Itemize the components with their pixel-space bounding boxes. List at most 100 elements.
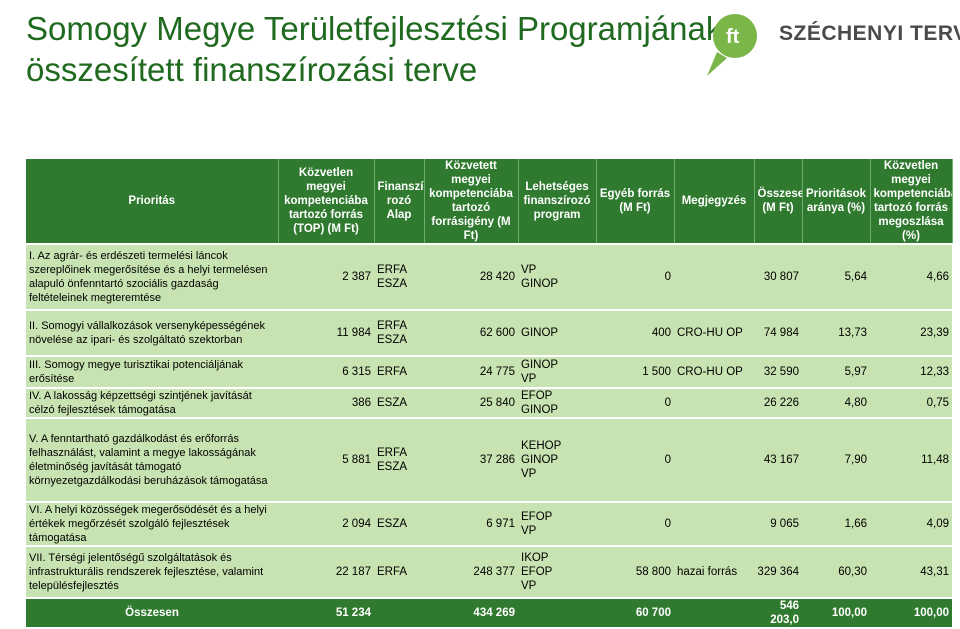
row-other-source: 1 500 bbox=[596, 356, 674, 389]
row-fund: ERFA bbox=[374, 546, 424, 599]
total-other: 60 700 bbox=[596, 598, 674, 629]
row-indirect: 248 377 bbox=[424, 546, 518, 599]
row-fund: ESZA bbox=[374, 502, 424, 547]
total-ratio: 100,00 bbox=[802, 598, 870, 629]
row-total: 26 226 bbox=[754, 388, 802, 419]
row-priority: V. A fenntartható gazdálkodást és erőfor… bbox=[26, 418, 278, 503]
row-program: GINOP bbox=[518, 310, 596, 357]
row-other-source: 400 bbox=[596, 310, 674, 357]
total-share: 100,00 bbox=[870, 598, 952, 629]
financing-table: Prioritás Közvetlen megyei kompetenciába… bbox=[26, 159, 953, 629]
row-priority: III. Somogy megye turisztikai potenciálj… bbox=[26, 356, 278, 389]
header-share: Közvetlen megyei kompetenciába tartozó f… bbox=[870, 159, 953, 245]
row-priority: II. Somogyi vállalkozások versenyképessé… bbox=[26, 310, 278, 357]
row-total: 32 590 bbox=[754, 356, 802, 389]
header-priority: Prioritás bbox=[26, 159, 279, 245]
szechenyi-terv-logo: ft SZÉCHENYI TERV bbox=[697, 4, 960, 84]
row-ratio: 4,80 bbox=[802, 388, 870, 419]
header-note: Megjegyzés bbox=[674, 159, 755, 245]
row-share: 12,33 bbox=[870, 356, 952, 389]
row-share: 0,75 bbox=[870, 388, 952, 419]
row-program: EFOP VP bbox=[518, 502, 596, 547]
row-share: 43,31 bbox=[870, 546, 952, 599]
row-other-source: 0 bbox=[596, 388, 674, 419]
table-row: III. Somogy megye turisztikai potenciálj… bbox=[26, 356, 952, 389]
row-share: 23,39 bbox=[870, 310, 952, 357]
row-top: 386 bbox=[278, 388, 374, 419]
row-share: 11,48 bbox=[870, 418, 952, 503]
row-fund: ERFA bbox=[374, 356, 424, 389]
header-indirect: Közvetett megyei kompetenciába tartozó f… bbox=[424, 159, 519, 245]
row-total: 30 807 bbox=[754, 244, 802, 311]
row-ratio: 5,64 bbox=[802, 244, 870, 311]
header-other-source: Egyéb forrás (M Ft) bbox=[596, 159, 675, 245]
title-line-2: összesített finanszírozási terve bbox=[26, 51, 478, 88]
table-row: VI. A helyi közösségek megerősödését és … bbox=[26, 502, 952, 547]
header-direct-top: Közvetlen megyei kompetenciába tartozó f… bbox=[278, 159, 375, 245]
row-program: IKOP EFOP VP bbox=[518, 546, 596, 599]
row-indirect: 62 600 bbox=[424, 310, 518, 357]
header-ratio: Prioritások aránya (%) bbox=[802, 159, 871, 245]
row-share: 4,66 bbox=[870, 244, 952, 311]
row-program: VP GINOP bbox=[518, 244, 596, 311]
table-row: II. Somogyi vállalkozások versenyképessé… bbox=[26, 310, 952, 357]
row-note bbox=[674, 244, 754, 311]
row-program: KEHOP GINOP VP bbox=[518, 418, 596, 503]
row-total: 9 065 bbox=[754, 502, 802, 547]
row-priority: VII. Térségi jelentőségű szolgáltatások … bbox=[26, 546, 278, 599]
logo-mark-icon: ft bbox=[707, 14, 757, 76]
row-note bbox=[674, 502, 754, 547]
row-note: hazai forrás bbox=[674, 546, 754, 599]
row-total: 74 984 bbox=[754, 310, 802, 357]
row-share: 4,09 bbox=[870, 502, 952, 547]
row-indirect: 25 840 bbox=[424, 388, 518, 419]
row-indirect: 28 420 bbox=[424, 244, 518, 311]
row-ratio: 13,73 bbox=[802, 310, 870, 357]
total-label: Összesen bbox=[26, 598, 278, 629]
row-other-source: 0 bbox=[596, 244, 674, 311]
row-top: 6 315 bbox=[278, 356, 374, 389]
row-program: GINOP VP bbox=[518, 356, 596, 389]
table-row: IV. A lakosság képzettségi szintjének ja… bbox=[26, 388, 952, 419]
total-fund-empty bbox=[374, 598, 424, 629]
row-other-source: 0 bbox=[596, 502, 674, 547]
total-sum: 546 203,0 bbox=[754, 598, 802, 629]
total-note-empty bbox=[674, 598, 754, 629]
row-note: CRO-HU OP bbox=[674, 310, 754, 357]
logo-text: SZÉCHENYI TERV bbox=[779, 22, 960, 45]
page-title: Somogy Megye Területfejlesztési Programj… bbox=[26, 8, 722, 90]
row-total: 43 167 bbox=[754, 418, 802, 503]
table-row: V. A fenntartható gazdálkodást és erőfor… bbox=[26, 418, 952, 503]
row-priority: IV. A lakosság képzettségi szintjének ja… bbox=[26, 388, 278, 419]
row-indirect: 24 775 bbox=[424, 356, 518, 389]
row-priority: VI. A helyi közösségek megerősödését és … bbox=[26, 502, 278, 547]
table-header-row: Prioritás Közvetlen megyei kompetenciába… bbox=[26, 159, 953, 245]
row-ratio: 7,90 bbox=[802, 418, 870, 503]
total-top: 51 234 bbox=[278, 598, 374, 629]
row-priority: I. Az agrár- és erdészeti termelési lánc… bbox=[26, 244, 278, 311]
row-indirect: 6 971 bbox=[424, 502, 518, 547]
title-line-1: Somogy Megye Területfejlesztési Programj… bbox=[26, 10, 723, 47]
row-top: 5 881 bbox=[278, 418, 374, 503]
row-note: CRO-HU OP bbox=[674, 356, 754, 389]
row-note bbox=[674, 388, 754, 419]
header-program: Lehetséges finanszírozó program bbox=[518, 159, 597, 245]
row-ratio: 1,66 bbox=[802, 502, 870, 547]
total-indirect: 434 269 bbox=[424, 598, 518, 629]
total-program-empty bbox=[518, 598, 596, 629]
row-other-source: 58 800 bbox=[596, 546, 674, 599]
row-indirect: 37 286 bbox=[424, 418, 518, 503]
row-top: 22 187 bbox=[278, 546, 374, 599]
logo-mark-text: ft bbox=[726, 26, 740, 48]
row-fund: ERFA ESZA bbox=[374, 244, 424, 311]
row-top: 2 094 bbox=[278, 502, 374, 547]
row-other-source: 0 bbox=[596, 418, 674, 503]
table-row: VII. Térségi jelentőségű szolgáltatások … bbox=[26, 546, 952, 599]
row-program: EFOP GINOP bbox=[518, 388, 596, 419]
row-fund: ERFA ESZA bbox=[374, 418, 424, 503]
row-fund: ESZA bbox=[374, 388, 424, 419]
row-ratio: 5,97 bbox=[802, 356, 870, 389]
row-note bbox=[674, 418, 754, 503]
row-top: 11 984 bbox=[278, 310, 374, 357]
row-fund: ERFA ESZA bbox=[374, 310, 424, 357]
